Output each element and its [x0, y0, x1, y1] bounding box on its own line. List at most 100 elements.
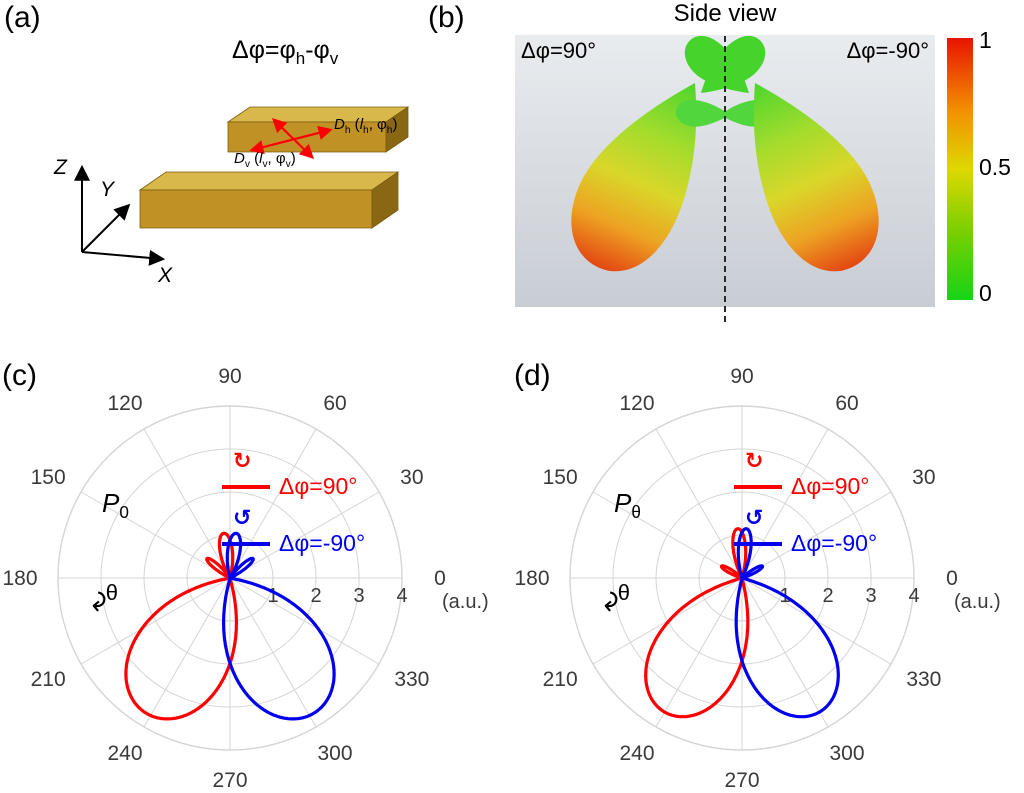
bottom-nanorod — [138, 171, 400, 229]
radial-tick-label: 4 — [908, 585, 919, 607]
radiation-pattern-curve — [222, 531, 336, 721]
panel-b-label: (b) — [428, 1, 465, 34]
panel-c: (c) 0 30 60 90 120 150 180 210 240 270 300 330 1 2 3 4 (… — [0, 360, 512, 793]
y-axis-label: Y — [100, 178, 116, 201]
legend-label-blue: Δφ=-90° — [279, 530, 366, 556]
angle-tick-label: 270 — [724, 769, 759, 792]
chart-title-ptheta: Pθ — [614, 488, 641, 523]
polar-grid-spoke — [80, 577, 231, 665]
angle-tick-label: 270 — [212, 769, 247, 792]
cw-rotation-icon: ↻ — [233, 448, 252, 473]
polar-grid-spoke — [655, 577, 743, 728]
angle-tick-label: 0 — [946, 567, 958, 590]
angle-tick-label: 240 — [107, 742, 142, 765]
theta-label: θ — [617, 580, 631, 605]
colorbar-min-label: 0 — [979, 280, 992, 306]
legend-line-red — [734, 484, 782, 489]
polar-grid-spoke — [143, 428, 231, 579]
panel-d: (d) 0 30 60 90 120 150 180 210 240 270 300 330 1 2 3 4(… — [512, 360, 1024, 793]
colorbar-mid-label: 0.5 — [979, 153, 1011, 180]
polar-grid-spoke — [655, 428, 743, 579]
nanorod-schematic: Z Y X — [53, 106, 410, 287]
angle-tick-label: 60 — [835, 392, 858, 415]
angle-tick-label: 90 — [218, 365, 241, 388]
chart-title-p0: P0 — [102, 488, 129, 523]
polar-grid-spoke — [229, 577, 317, 728]
colorbar-max-label: 1 — [979, 27, 992, 53]
angle-tick-label: 60 — [323, 392, 346, 415]
dv-label: Dv (lv, φv) — [234, 150, 296, 170]
panel-d-label: (d) — [514, 359, 551, 392]
radiation-pattern-curve — [734, 527, 840, 719]
angle-tick-label: 180 — [2, 567, 37, 590]
radial-tick-label: 2 — [310, 585, 321, 607]
polar-grid-spoke — [229, 577, 380, 665]
left-phase-caption: Δφ=90° — [521, 38, 597, 63]
x-axis-label: X — [157, 264, 173, 287]
radiation-lobe-right — [674, 35, 898, 289]
chart-legend: ↻ Δφ=90° ↺ Δφ=-90° — [222, 450, 365, 564]
ccw-rotation-icon: ↺ — [745, 505, 764, 530]
phase-difference-formula: Δφ=φh-φv — [232, 36, 339, 68]
panel-a: (a) Δφ=φh-φv Z — [0, 0, 460, 358]
angle-tick-label: 90 — [730, 365, 753, 388]
curved-arrow-icon: ↷ — [593, 589, 625, 614]
y-axis-arrow — [81, 203, 131, 253]
angle-tick-label: 30 — [912, 466, 935, 489]
radial-unit-label: (a.u.) — [954, 591, 1001, 613]
polar-grid-spoke — [80, 491, 231, 579]
legend-label-blue: Δφ=-90° — [791, 530, 878, 556]
cw-rotation-icon: ↻ — [745, 448, 764, 473]
legend-entry-ccw: ↺ Δφ=-90° — [222, 507, 365, 557]
angle-tick-label: 300 — [317, 742, 352, 765]
legend-label-red: Δφ=90° — [791, 473, 870, 499]
theta-direction-indicator: ↷θ — [81, 580, 118, 615]
polar-grid-spoke — [143, 577, 231, 728]
theta-direction-indicator: ↷θ — [593, 580, 631, 615]
panel-b: (b) Side view — [428, 0, 1024, 358]
radial-tick-label: 3 — [353, 585, 364, 607]
angle-tick-label: 210 — [31, 668, 66, 691]
ccw-rotation-icon: ↺ — [233, 505, 252, 530]
angle-tick-label: 330 — [906, 668, 941, 691]
angle-tick-label: 210 — [543, 668, 578, 691]
angle-tick-label: 330 — [394, 668, 429, 691]
curved-arrow-icon: ↷ — [81, 589, 113, 614]
panel-a-label: (a) — [4, 1, 41, 34]
angle-tick-label: 150 — [31, 466, 66, 489]
radiation-pattern-3d — [571, 35, 898, 289]
legend-entry-cw: ↻ Δφ=90° — [734, 450, 877, 500]
colorbar — [947, 38, 973, 300]
top-nanorod-side-face — [385, 106, 409, 153]
angle-tick-label: 240 — [619, 742, 654, 765]
bottom-nanorod-front-face — [139, 189, 373, 229]
radiation-pattern-curve — [644, 527, 750, 719]
symmetry-axis-dashed-line — [724, 36, 726, 322]
angle-tick-label: 300 — [829, 742, 864, 765]
legend-line-blue — [222, 541, 270, 546]
z-axis-label: Z — [53, 156, 68, 179]
angle-tick-label: 180 — [514, 567, 549, 590]
legend-line-blue — [734, 541, 782, 546]
polar-chart-p0: 0 30 60 90 120 150 180 210 240 270 300 330 1 2 3 4 (a.u.… — [2, 365, 489, 792]
polar-grid-spoke — [229, 428, 317, 579]
main-lobe — [571, 83, 697, 272]
polar-grid-spoke — [741, 577, 829, 728]
radial-tick-label: 4 — [396, 585, 407, 607]
radial-unit-label: (a.u.) — [442, 591, 489, 613]
radiation-pattern-curve — [124, 531, 238, 721]
polar-grid-spoke — [592, 491, 743, 579]
radial-tick-label: 3 — [865, 585, 876, 607]
coordinate-axes — [74, 164, 166, 266]
chart-legend: ↻ Δφ=90° ↺ Δφ=-90° — [734, 450, 877, 564]
angle-tick-label: 120 — [619, 392, 654, 415]
polar-grid-spoke — [741, 428, 829, 579]
x-axis-arrow — [81, 249, 166, 266]
bottom-nanorod-side-face — [371, 171, 399, 229]
dh-label: Dh (lh, φh) — [334, 116, 398, 136]
polar-grid-spoke — [229, 491, 380, 579]
polar-grid-spoke — [741, 491, 892, 579]
legend-entry-ccw: ↺ Δφ=-90° — [734, 507, 877, 557]
right-phase-caption: Δφ=-90° — [846, 38, 929, 63]
